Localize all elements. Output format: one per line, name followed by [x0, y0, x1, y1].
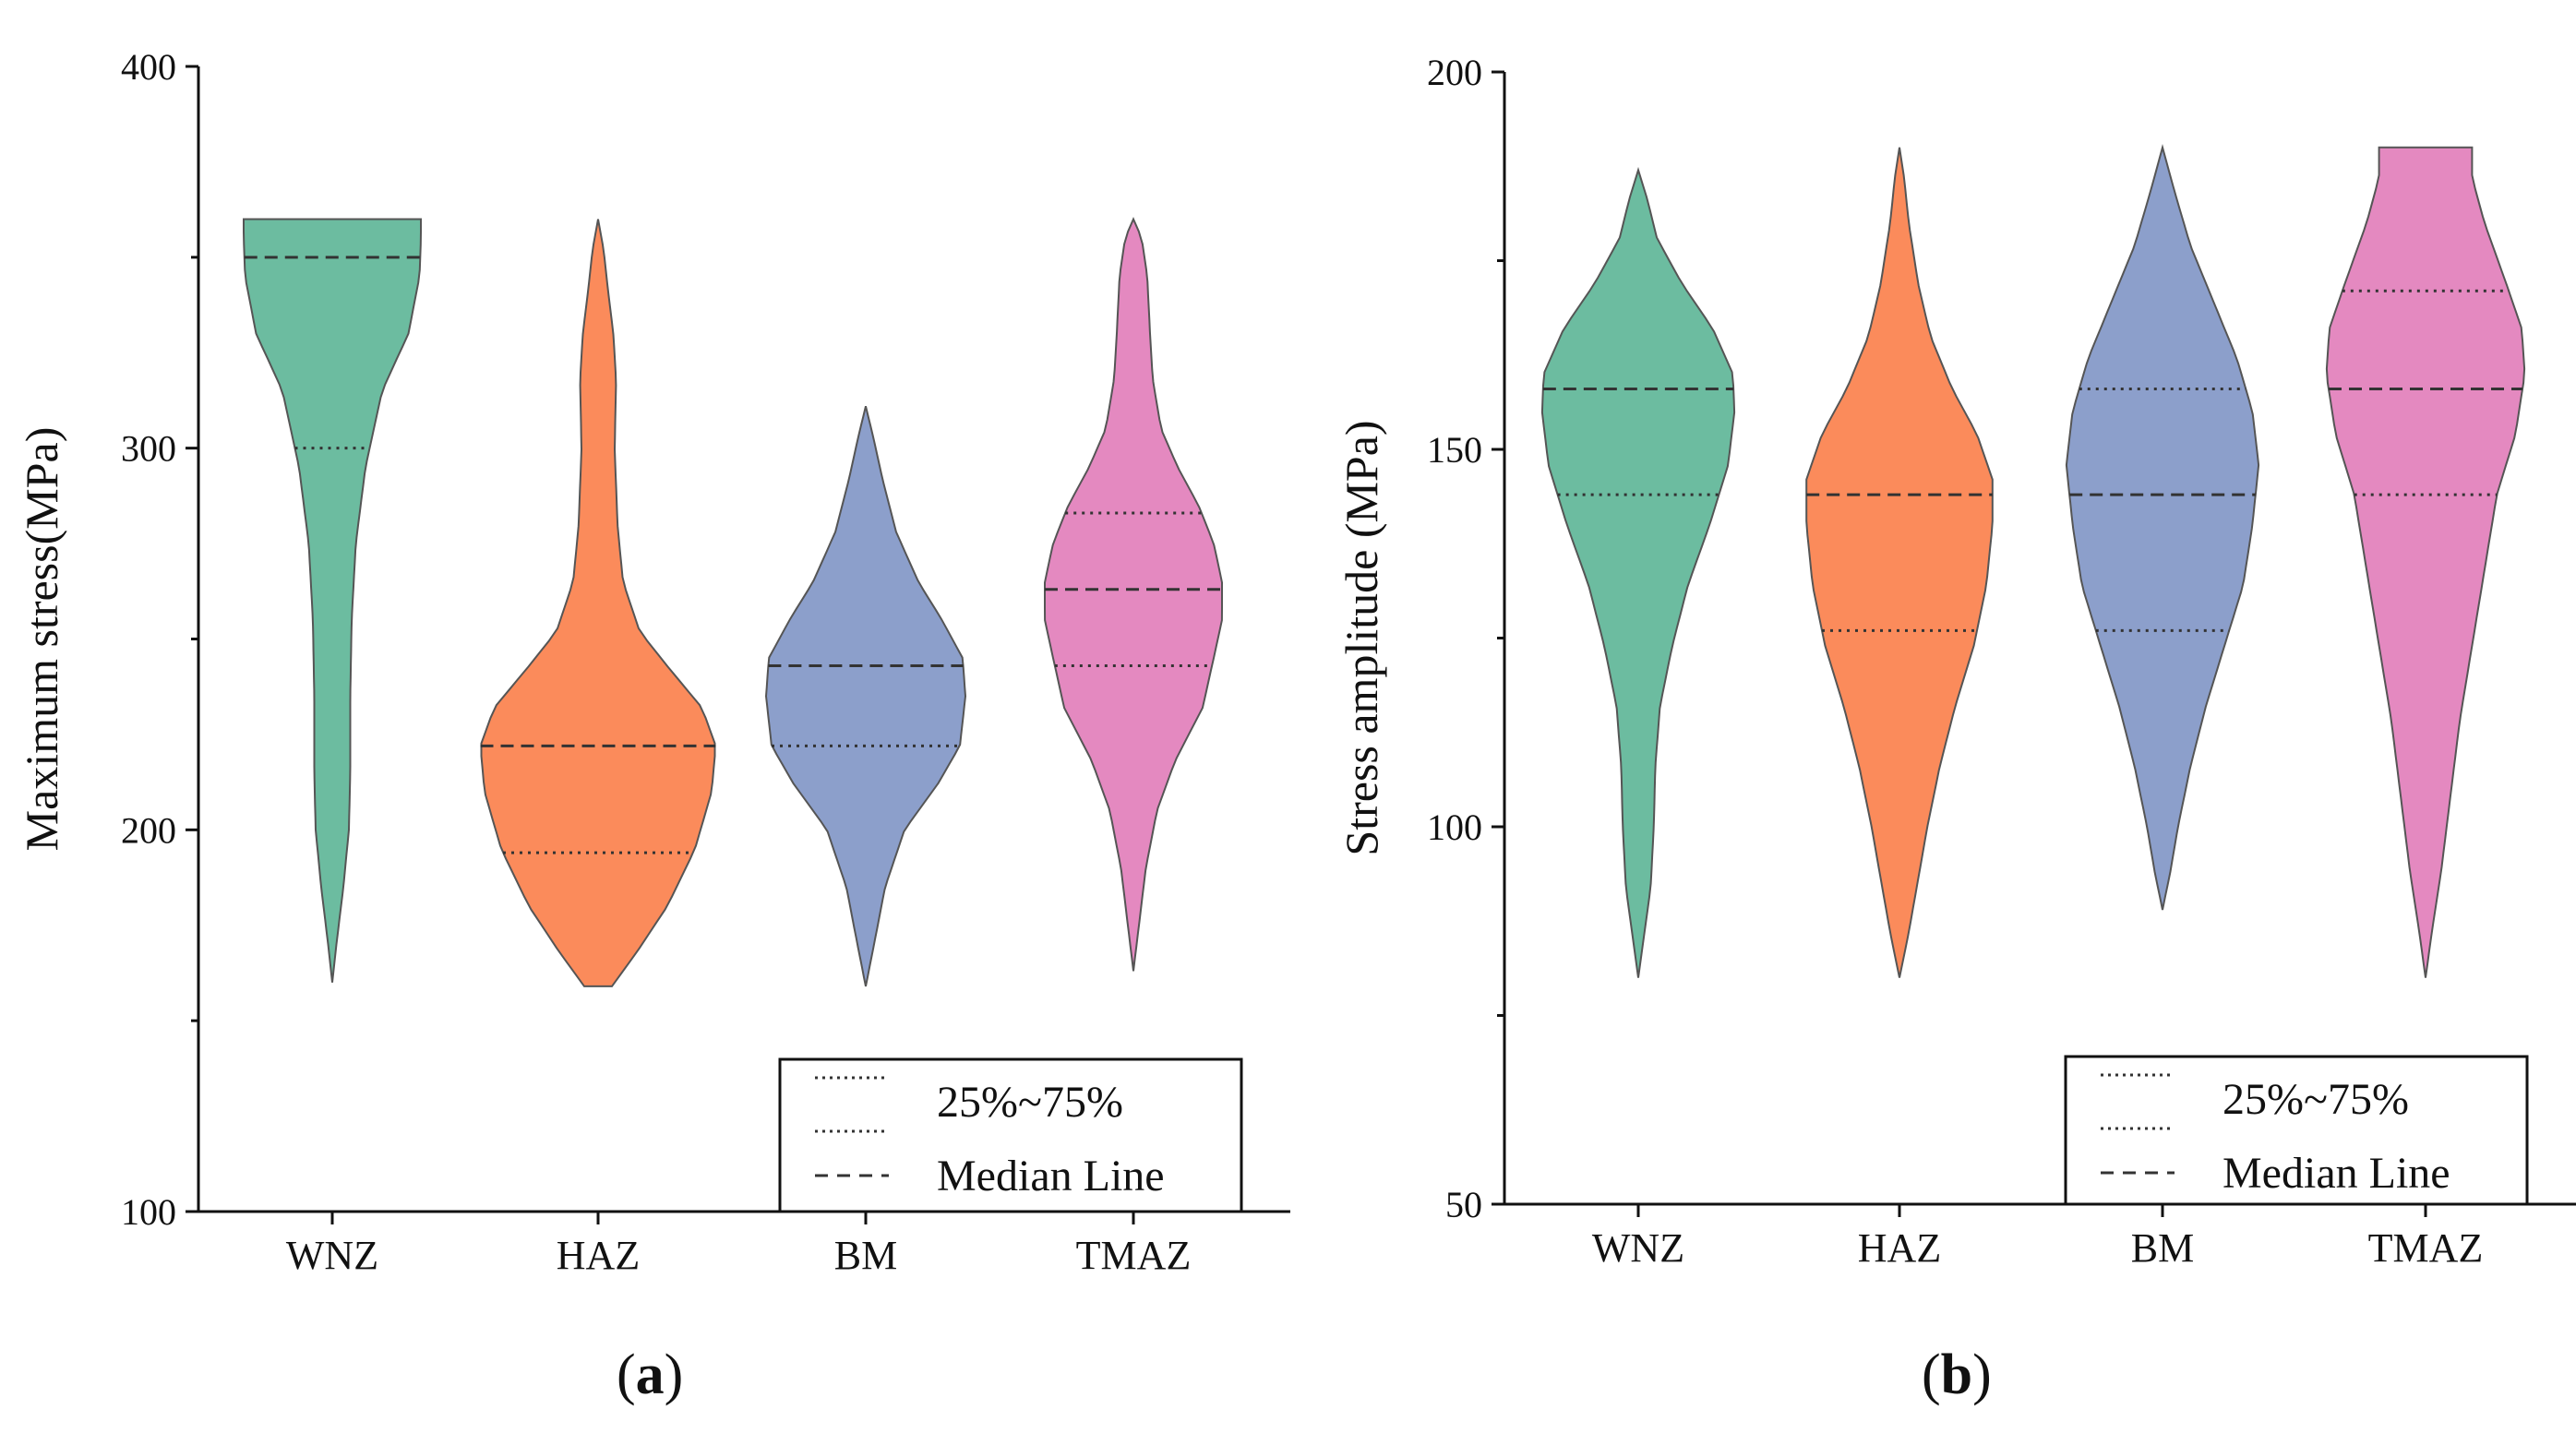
x-tick-label-haz: HAZ — [557, 1233, 640, 1278]
y-axis-label: Maximum stress(MPa) — [16, 427, 67, 852]
y-tick-label: 300 — [121, 428, 176, 470]
x-tick-label-bm: BM — [2131, 1225, 2194, 1271]
violin-haz — [1805, 147, 1994, 978]
panel-a-label: a — [635, 1343, 665, 1406]
panel-a-chart: 100 200 300 400 WNZ HAZ BM TMAZ Maximum stress(M… — [16, 46, 1290, 1278]
x-tick-label-wnz: WNZ — [286, 1233, 378, 1278]
violin-wnz — [1540, 166, 1736, 978]
y-tick-label: 150 — [1427, 429, 1482, 471]
x-tick-label-bm: BM — [834, 1233, 897, 1278]
legend-label-quartile: 25%~75% — [2223, 1075, 2409, 1124]
y-tick-label: 100 — [1427, 806, 1482, 848]
legend-box — [778, 1057, 1243, 1213]
violin-wnz — [243, 218, 422, 983]
y-tick-label: 50 — [1445, 1184, 1482, 1225]
legend-label-median: Median Line — [937, 1152, 1165, 1200]
x-tick-label-tmaz: TMAZ — [2368, 1225, 2484, 1271]
panel-b-label: b — [1940, 1343, 1973, 1406]
violin-tmaz — [1044, 217, 1223, 972]
violin-bm — [764, 405, 967, 987]
legend-label-quartile: 25%~75% — [937, 1078, 1123, 1127]
y-tick-label: 400 — [121, 46, 176, 88]
legend-box — [2064, 1055, 2529, 1206]
panel-b-chart: 50 100 150 200 WNZ HAZ BM TMAZ Stress amplitude … — [1336, 52, 2576, 1271]
x-tick-label-wnz: WNZ — [1592, 1225, 1684, 1271]
y-tick-label: 200 — [1427, 52, 1482, 93]
violin-bm — [2065, 144, 2260, 911]
x-tick-label-tmaz: TMAZ — [1076, 1233, 1192, 1278]
y-axis-label: Stress amplitude (MPa) — [1336, 420, 1387, 855]
panel-a-caption: (a) — [617, 1343, 684, 1406]
panel-b-caption: (b) — [1922, 1343, 1992, 1406]
y-tick-label: 200 — [121, 809, 176, 851]
y-tick-label: 100 — [121, 1191, 176, 1233]
legend: 25%~75% Median Line — [2064, 1055, 2529, 1206]
legend: 25%~75% Median Line — [778, 1057, 1243, 1213]
violin-haz — [480, 219, 716, 987]
x-tick-label-haz: HAZ — [1858, 1225, 1941, 1271]
legend-label-median: Median Line — [2223, 1149, 2450, 1198]
violin-tmaz — [2325, 146, 2526, 978]
